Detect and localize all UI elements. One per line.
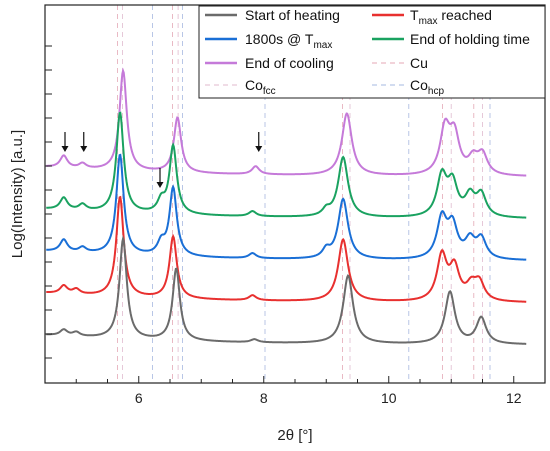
arrow-head <box>61 146 69 152</box>
x-tick-label: 6 <box>135 390 143 406</box>
trace-hold1800 <box>46 153 527 261</box>
x-axis-ticks: 6 8 10 12 <box>75 376 522 406</box>
x-tick-label: 12 <box>506 390 522 406</box>
legend-label-cofcc: Cofcc <box>245 77 276 97</box>
legend-label-cu: Cu <box>410 55 428 71</box>
arrow-head <box>156 182 164 188</box>
legend-label-cohcp: Cohcp <box>410 77 444 97</box>
reference-lines <box>117 5 491 383</box>
trace-endcool <box>46 67 527 177</box>
legend-label-endcool: End of cooling <box>245 55 334 71</box>
annotation-arrows <box>61 132 263 188</box>
legend-label-start: Start of heating <box>245 7 340 23</box>
legend: Start of heating Tmax reached 1800s @ Tmax… <box>198 5 546 99</box>
x-tick-label: 10 <box>381 390 397 406</box>
arrow-head <box>80 146 88 152</box>
legend-label-tmax: Tmax reached <box>410 7 492 27</box>
y-axis-ticks <box>45 45 52 359</box>
x-axis-title: 2θ [°] <box>277 427 312 444</box>
legend-label-endhold: End of holding time <box>410 31 530 47</box>
x-tick-label: 8 <box>260 390 268 406</box>
arrow-head <box>255 146 263 152</box>
legend-label-hold1800: 1800s @ Tmax <box>245 31 332 51</box>
trace-endhold <box>46 111 527 219</box>
y-axis-title: Log(Intensity) [a.u.] <box>9 130 26 258</box>
diffraction-traces <box>46 67 527 345</box>
legend-box <box>198 5 546 99</box>
trace-start <box>46 235 527 345</box>
